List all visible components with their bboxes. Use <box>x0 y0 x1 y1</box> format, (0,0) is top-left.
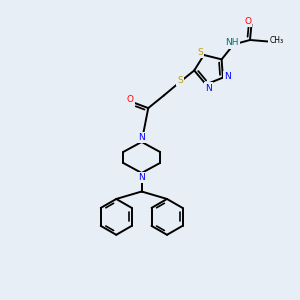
Text: N: N <box>206 83 212 92</box>
Text: O: O <box>244 17 251 26</box>
Text: N: N <box>138 133 145 142</box>
Text: O: O <box>127 95 134 104</box>
Text: N: N <box>224 72 231 81</box>
Text: S: S <box>177 76 183 85</box>
Text: S: S <box>197 48 203 57</box>
Text: N: N <box>138 173 145 182</box>
Text: CH₃: CH₃ <box>269 36 283 45</box>
Text: NH: NH <box>225 38 239 47</box>
